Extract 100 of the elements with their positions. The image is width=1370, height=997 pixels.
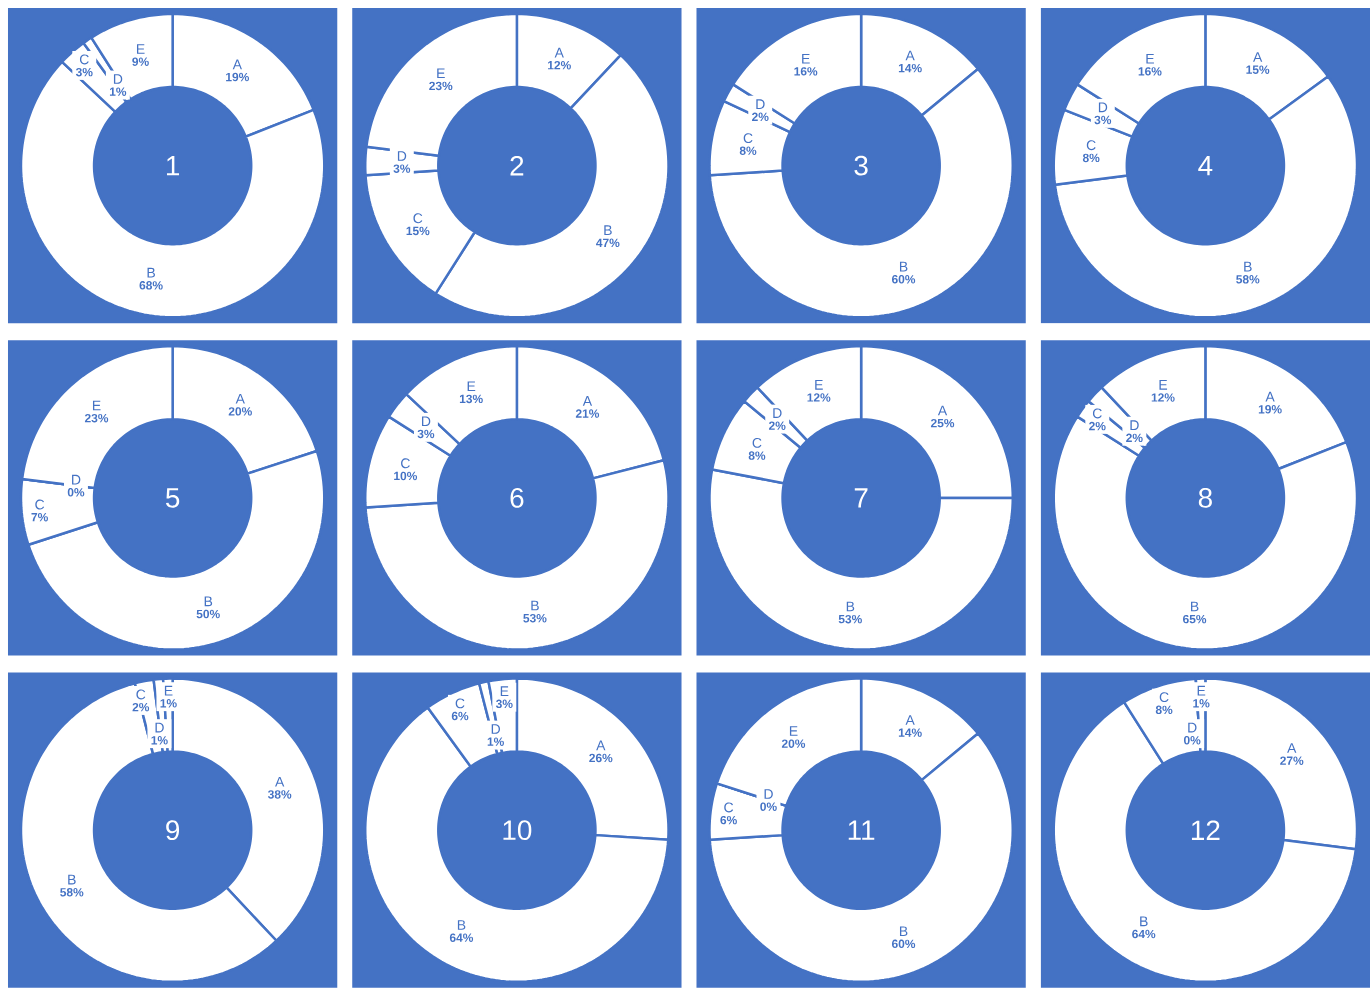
slice-label: A bbox=[1265, 391, 1275, 402]
data-label: 6% bbox=[720, 815, 737, 825]
category-label: D bbox=[72, 474, 81, 485]
data-label: 58% bbox=[1236, 275, 1260, 284]
data-label: 3% bbox=[75, 67, 93, 77]
data-label: 6% bbox=[451, 711, 469, 721]
slice-label: D bbox=[491, 724, 500, 734]
data-label: 25% bbox=[930, 418, 955, 428]
slice-label: B bbox=[1140, 916, 1148, 927]
data-label: 1% bbox=[487, 737, 504, 747]
data-label: 68% bbox=[139, 281, 163, 290]
slice-label: E bbox=[136, 44, 145, 54]
slice-label: E bbox=[500, 686, 509, 697]
data-label: 12% bbox=[1151, 393, 1175, 402]
text: 5 bbox=[165, 488, 180, 508]
slice-label: C bbox=[1092, 408, 1102, 419]
slice-label: C bbox=[401, 458, 410, 469]
slice-label: E bbox=[437, 68, 445, 79]
data-label: 3% bbox=[393, 164, 411, 173]
data-label: 12% bbox=[548, 61, 571, 70]
slice-label: A bbox=[235, 394, 245, 404]
text: 3 bbox=[854, 155, 868, 176]
slice-label: A bbox=[937, 405, 948, 416]
slice-label: B bbox=[899, 926, 908, 937]
data-label: 7% bbox=[31, 513, 48, 522]
data-label: 2% bbox=[752, 112, 769, 122]
slice-label: B bbox=[457, 920, 466, 930]
data-label: 65% bbox=[1182, 615, 1207, 624]
data-label: 3% bbox=[1094, 115, 1112, 125]
slice-label: B bbox=[147, 267, 155, 278]
slice-label: B bbox=[1244, 261, 1252, 272]
slice-label: D bbox=[1098, 102, 1108, 113]
slice-label: A bbox=[275, 777, 285, 787]
slice-label: E bbox=[802, 54, 810, 64]
data-label: 38% bbox=[267, 790, 292, 799]
slice-label: A bbox=[905, 715, 915, 725]
slice-label: A bbox=[582, 396, 593, 406]
data-label: 9% bbox=[132, 57, 149, 67]
data-label: 2% bbox=[768, 421, 786, 431]
data-label: 27% bbox=[1280, 756, 1304, 765]
data-label: 64% bbox=[1132, 929, 1156, 939]
data-label: 14% bbox=[898, 63, 922, 73]
data-label: 21% bbox=[575, 409, 600, 418]
data-label: 64% bbox=[449, 933, 474, 943]
slice-label: B bbox=[846, 601, 855, 612]
data-label: 47% bbox=[596, 238, 620, 248]
text: 6 bbox=[510, 488, 524, 508]
data-label: 19% bbox=[1258, 405, 1282, 414]
slice-label: E bbox=[815, 380, 823, 390]
text: 12 bbox=[1191, 820, 1220, 841]
slice-label: B bbox=[204, 596, 213, 607]
slice-label: A bbox=[905, 50, 915, 61]
data-label: 60% bbox=[891, 275, 916, 284]
slice-label: D bbox=[397, 151, 407, 161]
slice-label: C bbox=[79, 54, 89, 65]
slice-label: C bbox=[35, 499, 45, 510]
data-label: 15% bbox=[406, 226, 430, 236]
data-label: 13% bbox=[459, 394, 483, 404]
slice-label: B bbox=[1191, 601, 1199, 612]
data-label: 23% bbox=[84, 414, 109, 423]
data-label: 8% bbox=[739, 146, 757, 156]
text: 0% bbox=[67, 488, 85, 497]
slice-label: E bbox=[1159, 380, 1168, 390]
data-label: 8% bbox=[1082, 153, 1100, 163]
slice-label: B bbox=[899, 261, 908, 272]
slice-label: A bbox=[596, 740, 606, 751]
slice-label: C bbox=[752, 438, 762, 448]
category-label: D bbox=[764, 789, 773, 799]
slice-label: A bbox=[1287, 743, 1297, 753]
data-label: 16% bbox=[794, 67, 818, 76]
slice-label: B bbox=[531, 600, 539, 611]
slice-label: D bbox=[1130, 420, 1139, 431]
slice-label: C bbox=[1159, 692, 1169, 703]
text: 4 bbox=[1198, 156, 1213, 176]
data-label: 15% bbox=[1246, 65, 1270, 75]
text: 1 bbox=[166, 156, 180, 176]
slice-label: D bbox=[756, 99, 765, 110]
slice-label: C bbox=[413, 213, 423, 224]
slice-label: A bbox=[1253, 52, 1263, 62]
slice-label: B bbox=[68, 874, 76, 885]
data-label: 20% bbox=[228, 407, 252, 416]
data-label: 8% bbox=[1155, 705, 1173, 715]
text: 10 bbox=[503, 820, 532, 841]
data-label: 12% bbox=[807, 393, 831, 402]
slice-label: C bbox=[743, 133, 753, 144]
text: 7 bbox=[854, 488, 868, 508]
data-label: 3% bbox=[417, 429, 435, 439]
text: 8 bbox=[1198, 488, 1212, 508]
slice-label: D bbox=[113, 74, 123, 84]
text: 11 bbox=[848, 820, 875, 840]
data-label: 26% bbox=[589, 753, 613, 763]
data-label: 23% bbox=[429, 81, 453, 91]
data-label: 14% bbox=[898, 728, 922, 737]
slice-label: B bbox=[604, 225, 612, 236]
text: 0% bbox=[760, 802, 777, 812]
data-label: 50% bbox=[196, 609, 220, 619]
data-label: 53% bbox=[838, 614, 862, 624]
slice-label: E bbox=[1146, 54, 1154, 64]
slice-label: D bbox=[773, 408, 782, 418]
slice-label: E bbox=[92, 400, 101, 411]
